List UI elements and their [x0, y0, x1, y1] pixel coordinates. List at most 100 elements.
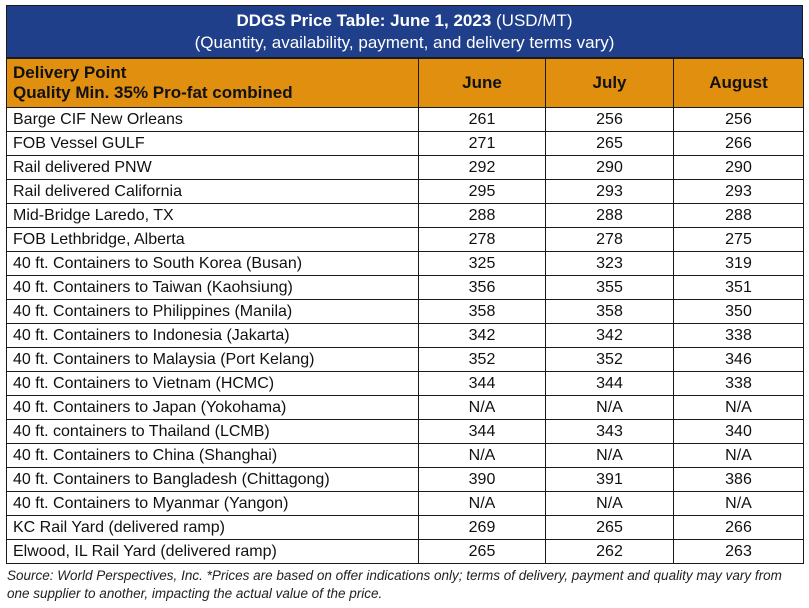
june-price-cell: 352 [418, 347, 546, 372]
july-price-cell: 352 [545, 347, 674, 372]
july-price-cell: 358 [545, 299, 674, 324]
july-price-cell: 288 [545, 203, 674, 228]
table-row: 40 ft. Containers to Indonesia (Jakarta)… [6, 323, 804, 348]
table-row: 40 ft. Containers to Malaysia (Port Kela… [6, 347, 804, 372]
august-price-cell: 346 [673, 347, 804, 372]
august-price-cell: 256 [673, 107, 804, 132]
table-header-row: Delivery Point Quality Min. 35% Pro-fat … [6, 58, 804, 108]
june-price-cell: 269 [418, 515, 546, 540]
june-price-cell: N/A [418, 395, 546, 420]
table-title-banner: DDGS Price Table: June 1, 2023 (USD/MT) … [6, 5, 803, 58]
august-price-cell: 266 [673, 131, 804, 156]
june-price-cell: 344 [418, 419, 546, 444]
july-price-cell: 290 [545, 155, 674, 180]
table-row: 40 ft. Containers to Japan (Yokohama) N/A… [6, 395, 804, 420]
delivery-point-cell: 40 ft. containers to Thailand (LCMB) [6, 419, 419, 444]
table-row: 40 ft. Containers to China (Shanghai) N/A… [6, 443, 804, 468]
table-row: 40 ft. Containers to Philippines (Manila… [6, 299, 804, 324]
june-price-cell: 288 [418, 203, 546, 228]
table-row: FOB Lethbridge, Alberta 278 278 275 [6, 227, 804, 252]
june-price-cell: 265 [418, 539, 546, 564]
table-row: Mid-Bridge Laredo, TX 288 288 288 [6, 203, 804, 228]
table-row: Rail delivered California 295 293 293 [6, 179, 804, 204]
table-row: 40 ft. Containers to Vietnam (HCMC) 344 34… [6, 371, 804, 396]
ddgs-price-table: Delivery Point Quality Min. 35% Pro-fat … [6, 58, 804, 564]
june-price-cell: 390 [418, 467, 546, 492]
august-price-cell: 338 [673, 323, 804, 348]
table-title-bold: DDGS Price Table: June 1, 2023 [236, 11, 492, 30]
july-price-cell: 342 [545, 323, 674, 348]
table-row: Barge CIF New Orleans 261 256 256 [6, 107, 804, 132]
august-price-cell: 386 [673, 467, 804, 492]
price-table-container: DDGS Price Table: June 1, 2023 (USD/MT) … [6, 5, 804, 603]
delivery-point-cell: KC Rail Yard (delivered ramp) [6, 515, 419, 540]
delivery-point-cell: Mid-Bridge Laredo, TX [6, 203, 419, 228]
table-row: 40 ft. Containers to South Korea (Busan)… [6, 251, 804, 276]
quality-heading: Quality Min. 35% Pro-fat combined [13, 83, 293, 102]
delivery-point-cell: Rail delivered PNW [6, 155, 419, 180]
august-price-cell: 290 [673, 155, 804, 180]
delivery-point-cell: FOB Vessel GULF [6, 131, 419, 156]
delivery-point-heading: Delivery Point [13, 63, 127, 82]
table-row: Rail delivered PNW 292 290 290 [6, 155, 804, 180]
table-row: Elwood, IL Rail Yard (delivered ramp) 265… [6, 539, 804, 564]
table-row: FOB Vessel GULF 271 265 266 [6, 131, 804, 156]
delivery-point-cell: 40 ft. Containers to Malaysia (Port Kela… [6, 347, 419, 372]
july-price-cell: 323 [545, 251, 674, 276]
table-title: DDGS Price Table: June 1, 2023 (USD/MT) [7, 10, 802, 32]
august-price-cell: N/A [673, 491, 804, 516]
july-price-cell: N/A [545, 443, 674, 468]
delivery-point-cell: Barge CIF New Orleans [6, 107, 419, 132]
july-price-cell: N/A [545, 491, 674, 516]
july-price-cell: 344 [545, 371, 674, 396]
table-body: Barge CIF New Orleans 261 256 256 FOB Vessel… [6, 107, 804, 564]
july-price-cell: 262 [545, 539, 674, 564]
table-title-unit: (USD/MT) [496, 11, 573, 30]
delivery-point-cell: 40 ft. Containers to Japan (Yokohama) [6, 395, 419, 420]
column-header-delivery-point: Delivery Point Quality Min. 35% Pro-fat … [6, 58, 419, 108]
table-row: 40 ft. containers to Thailand (LCMB) 344 3… [6, 419, 804, 444]
august-price-cell: 266 [673, 515, 804, 540]
august-price-cell: 350 [673, 299, 804, 324]
july-price-cell: N/A [545, 395, 674, 420]
table-row: 40 ft. Containers to Taiwan (Kaohsiung) 3… [6, 275, 804, 300]
august-price-cell: N/A [673, 443, 804, 468]
july-price-cell: 265 [545, 131, 674, 156]
delivery-point-cell: 40 ft. Containers to Taiwan (Kaohsiung) [6, 275, 419, 300]
delivery-point-cell: 40 ft. Containers to Bangladesh (Chittag… [6, 467, 419, 492]
june-price-cell: 295 [418, 179, 546, 204]
june-price-cell: 261 [418, 107, 546, 132]
delivery-point-cell: Rail delivered California [6, 179, 419, 204]
july-price-cell: 265 [545, 515, 674, 540]
june-price-cell: 325 [418, 251, 546, 276]
delivery-point-cell: 40 ft. Containers to Myanmar (Yangon) [6, 491, 419, 516]
july-price-cell: 256 [545, 107, 674, 132]
column-header-august: August [673, 58, 804, 108]
june-price-cell: 344 [418, 371, 546, 396]
june-price-cell: N/A [418, 491, 546, 516]
august-price-cell: 293 [673, 179, 804, 204]
june-price-cell: N/A [418, 443, 546, 468]
july-price-cell: 355 [545, 275, 674, 300]
august-price-cell: 275 [673, 227, 804, 252]
table-row: 40 ft. Containers to Myanmar (Yangon) N/A… [6, 491, 804, 516]
june-price-cell: 358 [418, 299, 546, 324]
july-price-cell: 343 [545, 419, 674, 444]
delivery-point-cell: 40 ft. Containers to China (Shanghai) [6, 443, 419, 468]
july-price-cell: 278 [545, 227, 674, 252]
delivery-point-cell: 40 ft. Containers to Philippines (Manila… [6, 299, 419, 324]
august-price-cell: 288 [673, 203, 804, 228]
june-price-cell: 356 [418, 275, 546, 300]
column-header-july: July [545, 58, 674, 108]
source-note: Source: World Perspectives, Inc. *Prices… [7, 568, 782, 601]
august-price-cell: 351 [673, 275, 804, 300]
delivery-point-cell: 40 ft. Containers to Vietnam (HCMC) [6, 371, 419, 396]
august-price-cell: 319 [673, 251, 804, 276]
june-price-cell: 271 [418, 131, 546, 156]
delivery-point-cell: 40 ft. Containers to Indonesia (Jakarta) [6, 323, 419, 348]
august-price-cell: N/A [673, 395, 804, 420]
august-price-cell: 340 [673, 419, 804, 444]
delivery-point-cell: 40 ft. Containers to South Korea (Busan) [6, 251, 419, 276]
june-price-cell: 292 [418, 155, 546, 180]
table-row: KC Rail Yard (delivered ramp) 269 265 266 [6, 515, 804, 540]
